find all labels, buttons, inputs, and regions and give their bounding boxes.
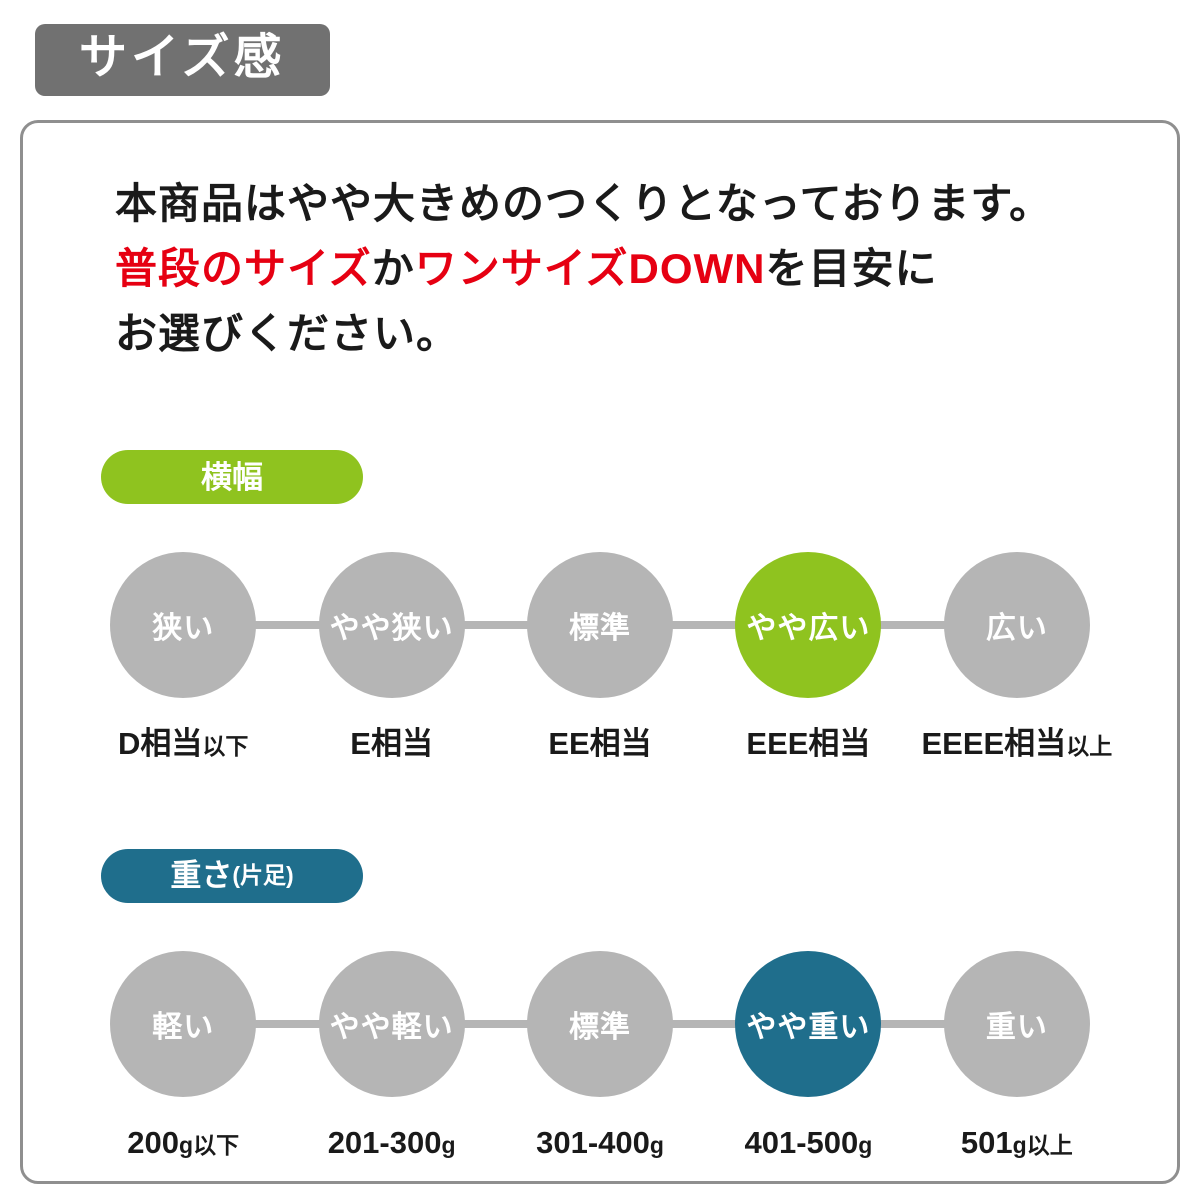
label-suffix: g以下 — [179, 1131, 240, 1158]
width-scale-labels: D相当以下 E相当 EE相当 EEE相当 EEEE相当以上 — [79, 724, 1121, 764]
width-scale: 狭い やや狭い 標準 やや広い 広い — [79, 552, 1121, 699]
width-label-e: E相当 — [287, 724, 495, 764]
weight-scale: 軽い やや軽い 標準 やや重い 重い — [79, 950, 1121, 1097]
description-highlight-one-size-down: ワンサイズDOWN — [414, 245, 766, 293]
label-text: D相当 — [118, 726, 203, 762]
weight-section-badge: 重さ (片足) — [101, 848, 363, 903]
width-circle-slightly-narrow: やや狭い — [318, 552, 465, 699]
width-scale-item-1: 狭い — [79, 552, 287, 699]
width-label-eeee: EEEE相当以上 — [913, 724, 1121, 764]
width-circle-slightly-wide: やや広い — [735, 552, 882, 699]
weight-label-under-200g: 200g以下 — [79, 1123, 287, 1163]
weight-label-over-501g: 501g以上 — [913, 1123, 1121, 1163]
label-text: 401-500 — [744, 1124, 859, 1160]
width-scale-item-2: やや狭い — [287, 552, 495, 699]
label-text: E相当 — [350, 726, 433, 762]
weight-circle-standard: 標準 — [527, 950, 674, 1097]
width-scale-item-3: 標準 — [496, 552, 704, 699]
width-scale-item-4: やや広い — [704, 552, 912, 699]
width-badge-label: 横幅 — [201, 459, 263, 495]
width-label-eee: EEE相当 — [704, 724, 912, 764]
description-text-meyasu: を目安に — [765, 245, 938, 293]
width-circle-narrow: 狭い — [110, 552, 257, 699]
width-label-d: D相当以下 — [79, 724, 287, 764]
label-suffix: g — [649, 1131, 664, 1158]
label-text: 201-300 — [327, 1124, 442, 1160]
width-label-ee: EE相当 — [496, 724, 704, 764]
label-text: 301-400 — [536, 1124, 650, 1160]
label-suffix: 以下 — [202, 733, 249, 760]
label-suffix: g — [858, 1131, 873, 1158]
weight-scale-labels: 200g以下 201-300g 301-400g 401-500g 501g以上 — [79, 1123, 1121, 1163]
label-text: EE相当 — [548, 726, 652, 762]
weight-circle-heavy: 重い — [943, 950, 1090, 1097]
weight-circle-light: 軽い — [110, 950, 257, 1097]
page-title-badge: サイズ感 — [35, 24, 330, 96]
size-guide-panel: 本商品はやや大きめのつくりとなっております。 普段のサイズかワンサイズDOWNを… — [20, 120, 1180, 1184]
weight-scale-item-3: 標準 — [496, 950, 704, 1097]
weight-circle-slightly-light: やや軽い — [318, 950, 465, 1097]
weight-circle-slightly-heavy: やや重い — [735, 950, 882, 1097]
description-line1: 本商品はやや大きめのつくりとなっております。 — [115, 180, 1053, 227]
width-circle-wide: 広い — [943, 552, 1090, 699]
weight-scale-item-4: やや重い — [704, 950, 912, 1097]
description-highlight-usual-size: 普段のサイズ — [115, 245, 372, 293]
weight-label-401-500g: 401-500g — [704, 1123, 912, 1163]
label-text: EEE相当 — [746, 726, 871, 762]
width-section-badge: 横幅 — [101, 450, 363, 505]
size-description: 本商品はやや大きめのつくりとなっております。 普段のサイズかワンサイズDOWNを… — [115, 171, 1117, 366]
weight-scale-item-1: 軽い — [79, 950, 287, 1097]
weight-scale-item-5: 重い — [913, 950, 1121, 1097]
label-suffix: g以上 — [1012, 1131, 1073, 1158]
weight-badge-label: 重さ — [170, 858, 233, 894]
weight-label-201-300g: 201-300g — [287, 1123, 495, 1163]
label-text: EEEE相当 — [921, 726, 1067, 762]
label-text: 501 — [960, 1124, 1013, 1160]
weight-badge-sublabel: (片足) — [232, 862, 294, 889]
label-text: 200 — [127, 1124, 180, 1160]
weight-label-301-400g: 301-400g — [496, 1123, 704, 1163]
description-text-ka: か — [371, 245, 415, 293]
page-title: サイズ感 — [79, 31, 286, 84]
width-scale-item-5: 広い — [913, 552, 1121, 699]
description-line3: お選びください。 — [115, 310, 460, 358]
label-suffix: g — [441, 1131, 456, 1158]
weight-scale-item-2: やや軽い — [287, 950, 495, 1097]
label-suffix: 以上 — [1066, 733, 1113, 760]
width-circle-standard: 標準 — [527, 552, 674, 699]
